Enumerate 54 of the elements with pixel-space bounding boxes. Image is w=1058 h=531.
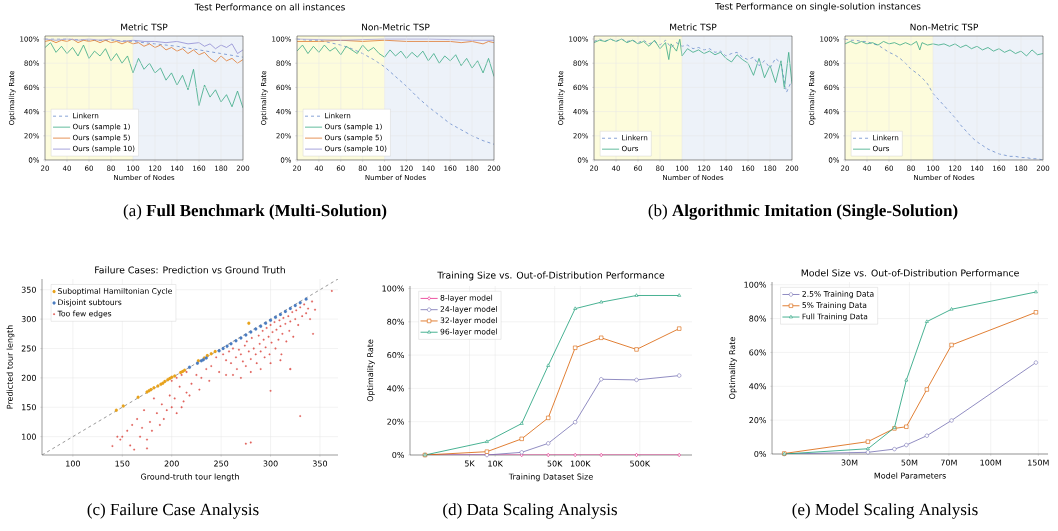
y-tick-label: 20% — [749, 417, 767, 424]
y-tick-label: 300 — [21, 316, 36, 323]
text: (e) Model Scaling Analysis — [792, 503, 978, 519]
chart-title: Metric TSP — [121, 23, 168, 31]
y-tick-label: 350 — [21, 286, 36, 293]
chart-title: Non-Metric TSP — [910, 23, 979, 31]
chart-title: Model Size vs. Out-of-Distribution Performance — [801, 269, 1019, 277]
x-tick-label: 300 — [263, 460, 278, 467]
x-tick-label: 100M — [980, 459, 1002, 466]
text: (a) Full Benchmark (Multi-Solution) — [123, 204, 387, 220]
x-tick-label: 150 — [115, 460, 130, 467]
text: (c) Failure Case Analysis — [87, 503, 259, 519]
text: (b) Algorithmic Imitation (Single-Solution) — [648, 204, 958, 220]
y-tick-label: 0% — [392, 451, 405, 459]
y-tick-label: 100% — [744, 281, 767, 288]
y-tick-label: 20% — [387, 418, 405, 425]
chart-title: Training Size vs. Out-of-Distribution Performance — [437, 271, 665, 281]
x-axis-title: Training Dataset Size — [508, 473, 593, 482]
x-tick-label: 100K — [570, 460, 591, 467]
x-tick-label: 50M — [901, 459, 918, 466]
x-tick-label: 10K — [488, 460, 504, 467]
y-tick-label: 60% — [749, 349, 767, 356]
y-axis-title: Predicted tour length — [6, 325, 15, 409]
text: Test Performance on all instances — [194, 3, 345, 11]
text: Test Performance on single-solution instances — [715, 2, 921, 12]
x-axis-title: Model Parameters — [874, 472, 946, 479]
y-tick-label: 150 — [22, 404, 36, 411]
x-tick-label: 50K — [547, 460, 563, 467]
x-tick-label: 500K — [630, 460, 651, 467]
chart-title: Non-Metric TSP — [362, 23, 430, 31]
y-tick-label: 200 — [21, 374, 36, 381]
x-tick-label: 200 — [164, 460, 179, 467]
y-axis-title: Optimality Rate — [729, 337, 737, 399]
y-tick-label: 80% — [387, 318, 405, 325]
x-tick-label: 250 — [214, 460, 229, 467]
y-tick-label: 250 — [21, 345, 36, 352]
y-tick-label: 80% — [749, 315, 767, 322]
x-tick-label: 100 — [66, 460, 80, 467]
chart-title: Failure Cases: Prediction vs Ground Truth — [95, 266, 285, 274]
y-axis-title: Optimality Rate — [367, 339, 375, 402]
y-tick-label: 100 — [22, 433, 36, 440]
chart-title: Metric TSP — [670, 23, 717, 31]
x-tick-label: 30M — [841, 459, 858, 466]
x-tick-label: 150M — [1028, 459, 1049, 466]
x-tick-label: 70M — [941, 459, 957, 466]
x-tick-label: 5K — [464, 460, 475, 467]
y-tick-label: 0% — [754, 450, 767, 458]
y-tick-label: 60% — [387, 352, 405, 359]
x-axis-title: Ground-truth tour length — [140, 473, 239, 482]
text: (d) Data Scaling Analysis — [443, 503, 617, 519]
y-tick-label: 40% — [749, 383, 767, 390]
y-tick-label: 40% — [387, 385, 405, 392]
y-tick-label: 100% — [382, 285, 405, 292]
x-tick-label: 350 — [312, 460, 328, 467]
